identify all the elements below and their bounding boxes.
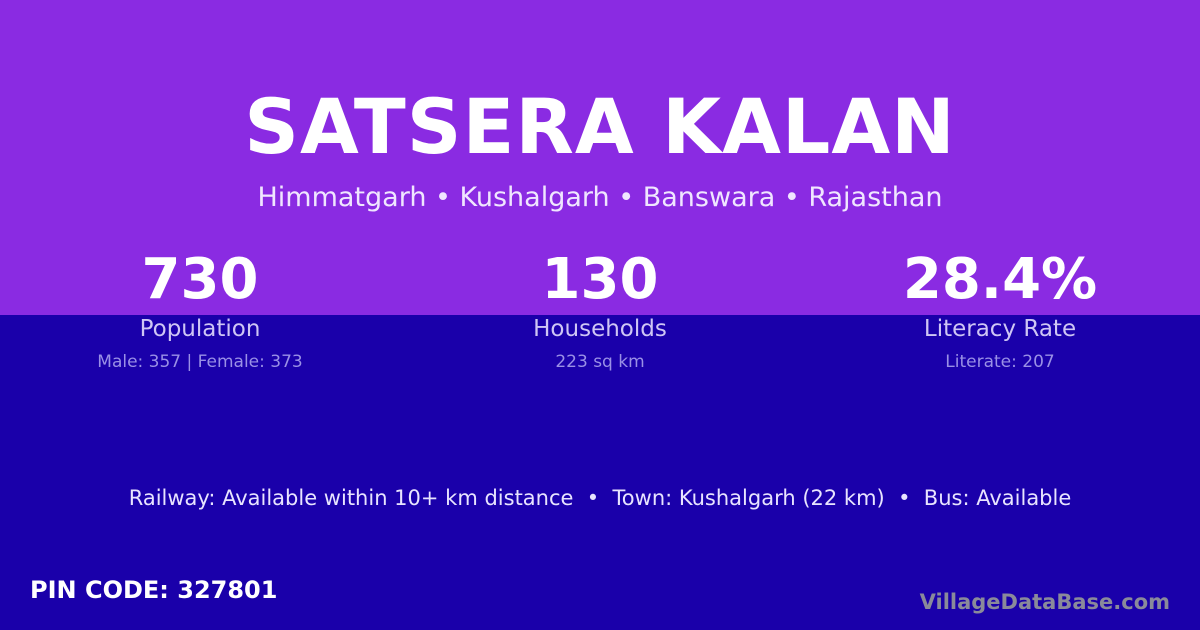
stat-households: 130 Households 223 sq km (400, 247, 800, 373)
stat-detail: Male: 357 | Female: 373 (97, 352, 303, 372)
stat-value: 28.4% (902, 247, 1098, 312)
location-breadcrumb: Himmatgarh • Kushalgarh • Banswara • Raj… (257, 182, 943, 213)
stat-literacy: 28.4% Literacy Rate Literate: 207 (800, 247, 1200, 373)
watermark: VillageDataBase.com (919, 590, 1170, 614)
stat-value: 730 (141, 247, 259, 312)
stat-label: Literacy Rate (923, 316, 1077, 342)
header-band (0, 0, 1200, 315)
stat-value: 130 (541, 247, 659, 312)
access-info: Railway: Available within 10+ km distanc… (128, 486, 1072, 510)
stat-detail: Literate: 207 (945, 352, 1055, 372)
stat-detail: 223 sq km (555, 352, 645, 372)
pin-code: PIN CODE: 327801 (30, 576, 278, 604)
stat-population: 730 Population Male: 357 | Female: 373 (0, 247, 400, 373)
village-name: SATSERA KALAN (244, 82, 956, 171)
stat-label: Population (139, 316, 261, 342)
stat-label: Households (533, 316, 667, 342)
